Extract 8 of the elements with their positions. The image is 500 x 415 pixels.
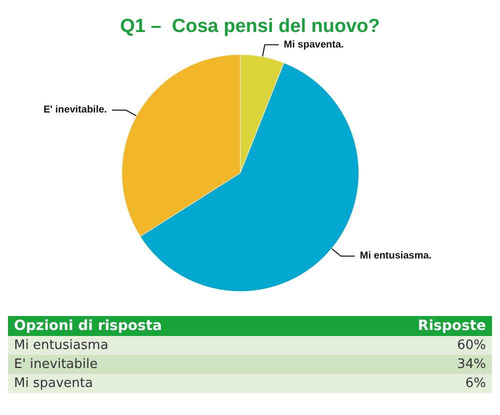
table-row: E' inevitabile 34% (8, 355, 492, 374)
slice-label: E' inevitabile. (43, 104, 108, 116)
table-row: Mi spaventa 6% (8, 374, 492, 393)
table-row: Mi entusiasma 60% (8, 336, 492, 355)
table-header: Opzioni di risposta Risposte (8, 316, 492, 336)
chart-title: Q1 – Cosa pensi del nuovo? (120, 16, 380, 37)
slice-label: Mi spaventa. (284, 39, 344, 50)
slice-label: Mi entusiasma. (360, 250, 432, 262)
